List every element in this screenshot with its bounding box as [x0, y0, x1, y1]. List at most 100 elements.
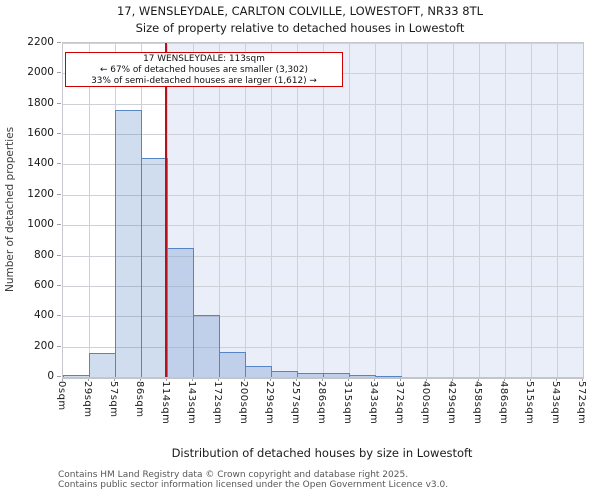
shaded-region-larger: [166, 43, 583, 377]
y-tick-label: 800: [33, 249, 54, 261]
x-tick-label: 0sqm: [56, 381, 67, 411]
x-tick-label: 257sqm: [290, 381, 301, 425]
histogram-bar: [219, 352, 246, 377]
y-tick-label: 1600: [27, 127, 54, 139]
x-tick-label: 372sqm: [394, 381, 405, 425]
v-gridline: [531, 43, 532, 377]
x-tick-mark: [348, 377, 349, 381]
x-tick-mark: [504, 377, 505, 381]
y-tick-label: 1000: [27, 218, 54, 230]
plot-area: [62, 42, 584, 379]
histogram-bar: [115, 110, 142, 377]
footer-attribution-line-2: Contains public sector information licen…: [58, 480, 449, 490]
v-gridline: [297, 43, 298, 377]
v-gridline: [479, 43, 480, 377]
x-tick-mark: [452, 377, 453, 381]
y-tick-mark: [57, 72, 61, 73]
x-tick-label: 229sqm: [264, 381, 275, 425]
x-tick-mark: [478, 377, 479, 381]
v-gridline: [349, 43, 350, 377]
v-gridline: [453, 43, 454, 377]
v-gridline: [219, 43, 220, 377]
y-axis-label: Number of detached properties: [4, 126, 16, 292]
y-tick-mark: [57, 224, 61, 225]
y-tick-mark: [57, 42, 61, 43]
x-tick-mark: [244, 377, 245, 381]
x-tick-label: 29sqm: [82, 381, 93, 418]
y-tick-label: 1400: [27, 157, 54, 169]
y-tick-label: 600: [33, 279, 54, 291]
x-tick-label: 515sqm: [524, 381, 535, 425]
annotation-box: 17 WENSLEYDALE: 113sqm ← 67% of detached…: [65, 52, 343, 87]
x-tick-label: 429sqm: [446, 381, 457, 425]
x-tick-label: 143sqm: [186, 381, 197, 425]
v-gridline: [323, 43, 324, 377]
x-tick-mark: [114, 377, 115, 381]
y-tick-mark: [57, 103, 61, 104]
annotation-line-1: 17 WENSLEYDALE: 113sqm: [143, 54, 265, 64]
annotation-line-3: 33% of semi-detached houses are larger (…: [91, 76, 317, 86]
x-tick-mark: [218, 377, 219, 381]
histogram-bar: [141, 158, 168, 377]
v-gridline: [245, 43, 246, 377]
x-tick-mark: [270, 377, 271, 381]
x-tick-label: 458sqm: [472, 381, 483, 425]
x-tick-mark: [140, 377, 141, 381]
x-tick-mark: [192, 377, 193, 381]
x-tick-label: 315sqm: [342, 381, 353, 425]
y-tick-mark: [57, 163, 61, 164]
x-axis-line: [62, 377, 584, 379]
y-tick-mark: [57, 315, 61, 316]
y-tick-mark: [57, 194, 61, 195]
histogram-bar: [89, 353, 116, 377]
y-tick-label: 1200: [27, 188, 54, 200]
v-gridline: [401, 43, 402, 377]
x-tick-mark: [166, 377, 167, 381]
v-gridline: [193, 43, 194, 377]
histogram-bar: [245, 366, 272, 377]
y-tick-mark: [57, 346, 61, 347]
x-tick-label: 543sqm: [550, 381, 561, 425]
chart-title: 17, WENSLEYDALE, CARLTON COLVILLE, LOWES…: [116, 4, 484, 18]
footer-attribution-line-1: Contains HM Land Registry data © Crown c…: [58, 470, 409, 480]
x-tick-mark: [530, 377, 531, 381]
x-tick-label: 400sqm: [420, 381, 431, 425]
x-tick-mark: [296, 377, 297, 381]
y-tick-mark: [57, 376, 61, 377]
y-tick-label: 1800: [27, 97, 54, 109]
x-tick-mark: [88, 377, 89, 381]
v-gridline: [375, 43, 376, 377]
y-tick-mark: [57, 285, 61, 286]
x-tick-label: 57sqm: [108, 381, 119, 418]
x-axis-label: Distribution of detached houses by size …: [171, 446, 473, 460]
y-tick-label: 400: [33, 309, 54, 321]
x-tick-label: 86sqm: [134, 381, 145, 418]
x-tick-label: 172sqm: [212, 381, 223, 425]
v-gridline: [557, 43, 558, 377]
y-tick-mark: [57, 133, 61, 134]
x-tick-label: 200sqm: [238, 381, 249, 425]
x-tick-mark: [322, 377, 323, 381]
y-tick-label: 2200: [27, 36, 54, 48]
x-tick-mark: [400, 377, 401, 381]
x-tick-mark: [426, 377, 427, 381]
x-tick-mark: [374, 377, 375, 381]
v-gridline: [427, 43, 428, 377]
x-tick-label: 572sqm: [576, 381, 587, 425]
histogram-bar: [193, 315, 220, 377]
x-tick-label: 343sqm: [368, 381, 379, 425]
x-tick-mark: [62, 377, 63, 381]
v-gridline: [271, 43, 272, 377]
x-tick-mark: [582, 377, 583, 381]
x-tick-mark: [556, 377, 557, 381]
v-gridline: [89, 43, 90, 377]
annotation-line-2: ← 67% of detached houses are smaller (3,…: [100, 65, 308, 75]
y-tick-label: 2000: [27, 66, 54, 78]
histogram-bar: [375, 376, 402, 377]
v-gridline: [505, 43, 506, 377]
subject-property-marker-line: [165, 43, 167, 377]
histogram-bar: [167, 248, 194, 377]
x-tick-label: 114sqm: [160, 381, 171, 425]
x-tick-label: 286sqm: [316, 381, 327, 425]
